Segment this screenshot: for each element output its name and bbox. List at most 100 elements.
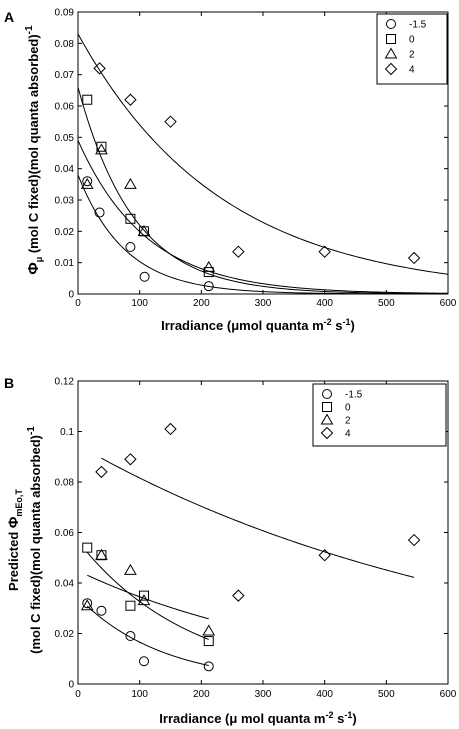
panel-a-y-tick-label: 0.08 — [55, 39, 75, 50]
panel-a-legend-label: 0 — [409, 35, 415, 46]
panel-b-point-square — [125, 600, 136, 611]
panel-a-point-circle — [139, 271, 150, 282]
panel-a-y-tick-label: 0.09 — [55, 8, 75, 19]
panel-a-point-diamond — [318, 245, 331, 258]
panel-a-x-tick-label: 200 — [193, 298, 210, 309]
panel-b-x-tick-label: 100 — [131, 689, 148, 700]
panel-b-point-triangle — [80, 599, 94, 611]
panel-b-point-circle — [203, 661, 214, 672]
panel-a-y-tick-label: 0 — [68, 290, 74, 301]
panel-a-point-circle — [203, 281, 214, 292]
panel-b-x-tick-label: 400 — [316, 689, 333, 700]
panel-b-point-diamond — [318, 549, 331, 562]
panel-a-point-square — [96, 141, 107, 152]
panel-b-point-circle — [125, 631, 136, 642]
panel-b-label: B — [4, 375, 14, 391]
panel-b-point-triangle — [202, 624, 216, 636]
panel-a-y-tick-label: 0.01 — [55, 258, 75, 269]
panel-a-legend-label: -1.5 — [409, 20, 427, 31]
panel-b-point-diamond — [232, 589, 245, 602]
panel-a-fit-curve-0 — [77, 87, 449, 295]
panel-a-point-triangle — [202, 260, 216, 272]
panel-b-legend-marker-triangle — [320, 413, 334, 425]
panel-a-fit-curve-4 — [77, 33, 449, 275]
panel-b-y-tick-label: 0 — [68, 680, 74, 691]
panel-b-y-axis-label-line2: (mol C fixed)(mol quanta absorbed)-1 — [26, 426, 43, 654]
panel-a-legend-label: 4 — [409, 65, 415, 76]
panel-a-point-square — [203, 267, 214, 278]
panel-b-point-circle — [96, 605, 107, 616]
panel-b-point-triangle — [137, 594, 151, 606]
panel-b-point-square — [82, 542, 93, 553]
panel-b-point-diamond — [164, 422, 177, 436]
panel-b-legend-label: 4 — [345, 429, 351, 440]
panel-b-point-circle — [82, 598, 93, 609]
panel-b-fit-curve-4 — [101, 457, 415, 578]
panel-b-point-diamond — [95, 465, 108, 479]
panel-a-point-triangle — [95, 143, 108, 155]
panel-b-point-square — [203, 636, 214, 647]
panel-b-x-tick-label: 300 — [255, 689, 272, 700]
panel-b-point-diamond — [407, 533, 421, 547]
panel-b-y-tick-label: 0.04 — [55, 579, 75, 590]
panel-b-legend-box — [312, 383, 447, 447]
panel-a-y-tick-label: 0.02 — [55, 227, 75, 238]
panel-a-y-tick-label: 0.04 — [55, 164, 75, 175]
panel-b-point-diamond — [124, 453, 137, 466]
panel-a-point-square — [82, 94, 93, 105]
panel-a-point-square — [125, 213, 136, 224]
panel-a-y-tick-label: 0.07 — [55, 70, 75, 81]
panel-a-point-diamond — [164, 115, 177, 128]
panel-b-point-triangle — [95, 548, 108, 560]
panel-b-x-tick-label: 500 — [378, 689, 395, 700]
panel-a-point-diamond — [407, 251, 421, 265]
panel-a-point-triangle — [137, 224, 151, 236]
panel-a-x-axis-label: Irradiance (μmol quanta m-2 s-1) — [161, 317, 355, 333]
panel-b-y-tick-label: 0.12 — [55, 377, 75, 388]
panel-b-y-tick-label: 0.1 — [60, 427, 74, 438]
panel-a-point-circle — [125, 242, 136, 252]
panel-a-x-tick-label: 500 — [378, 298, 395, 309]
panel-a-y-tick-label: 0.03 — [55, 196, 75, 207]
panel-b-y-tick-label: 0.08 — [55, 478, 75, 489]
panel-a-point-circle — [82, 176, 93, 187]
panel-a-fit-curve--1.5 — [77, 174, 448, 295]
panel-a-x-tick-label: 0 — [75, 298, 81, 309]
panel-b-chart: 0 100 200 300 400 500 600 0 0.02 0.04 0.06 0.08 0.1 0… — [55, 377, 457, 701]
panel-a-x-tick-label: 600 — [440, 298, 457, 309]
panel-a-legend-label: 2 — [409, 50, 415, 61]
panel-b-legend-marker-square — [322, 402, 332, 412]
panel-b-x-tick-label: 200 — [193, 689, 210, 700]
panel-a-x-tick-label: 100 — [131, 298, 148, 309]
panel-a-point-diamond — [124, 93, 137, 106]
panel-b-x-tick-label: 600 — [440, 689, 457, 700]
panel-b-fit-curve--1.5 — [86, 605, 209, 667]
panel-a-y-tick-label: 0.06 — [55, 102, 75, 113]
panel-b-fit-curve-0 — [86, 552, 209, 640]
panel-b-x-axis-label: Irradiance (μ mol quanta m-2 s-1) — [159, 710, 356, 726]
panel-a-legend-marker-square — [386, 34, 396, 44]
panel-b-legend-label: 2 — [345, 416, 351, 427]
panel-b-point-circle — [138, 656, 149, 667]
panel-a-label: A — [4, 9, 14, 25]
panel-b-y-axis-label-line1: Predicted ΦmEo,T — [5, 489, 24, 591]
panel-a-legend-marker-diamond — [384, 62, 398, 76]
panel-b-point-triangle — [124, 563, 137, 575]
panel-a-x-tick-label: 400 — [316, 298, 333, 309]
panel-b-point-square — [138, 590, 149, 601]
panel-b-legend-label: -1.5 — [345, 390, 363, 401]
panel-a-y-tick-label: 0.05 — [55, 133, 75, 144]
panel-b-y-tick-label: 0.06 — [55, 528, 75, 539]
panel-a-point-triangle — [124, 177, 137, 189]
panel-a-point-circle — [94, 207, 105, 218]
panel-a-y-axis-label: Φμ (mol C fixed)(mol quanta absorbed)-1 — [24, 25, 44, 275]
panel-a-point-triangle — [80, 177, 94, 189]
panel-a-chart: 0 100 200 300 400 500 600 0 0.01 0.02 0.03 0.04 0.05… — [55, 8, 457, 310]
panel-b-legend-marker-diamond — [320, 426, 334, 440]
panel-a-legend-marker-triangle — [384, 47, 398, 59]
panel-b-legend-marker-circle — [322, 389, 332, 399]
panel-a-point-diamond — [93, 62, 106, 75]
panel-b-legend-label: 0 — [345, 403, 351, 414]
panel-a-point-diamond — [232, 245, 245, 258]
